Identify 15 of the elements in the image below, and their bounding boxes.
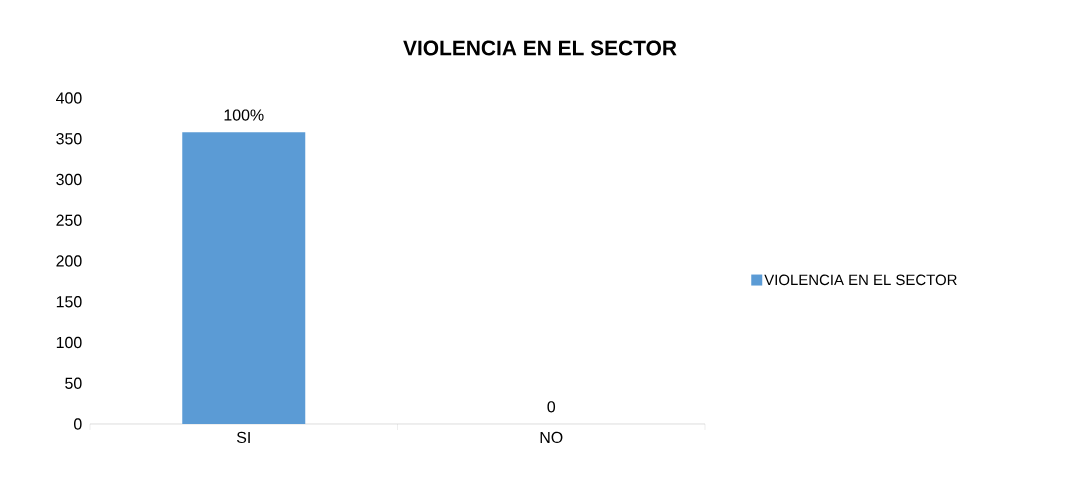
y-tick-label: 200 — [56, 255, 82, 267]
y-tick-label: 400 — [56, 92, 82, 104]
annotation: 0 — [547, 401, 556, 413]
y-tick-label: 350 — [56, 133, 82, 145]
y-tick-label: 100 — [56, 336, 82, 349]
x-tick-label: SI — [236, 431, 250, 444]
chart-title: VIOLENCIA EN EL SECTOR — [403, 40, 677, 56]
y-tick-label: 250 — [56, 214, 82, 226]
y-tick-label: 0 — [74, 418, 82, 430]
x-tick-label: NO — [540, 431, 563, 444]
y-tick-label: 300 — [56, 173, 82, 186]
legend-label: VIOLENCIA EN EL SECTOR — [764, 274, 957, 286]
y-tick-label: 150 — [56, 296, 82, 308]
y-tick-label: 50 — [65, 377, 82, 389]
annotation: 100% — [224, 109, 264, 121]
